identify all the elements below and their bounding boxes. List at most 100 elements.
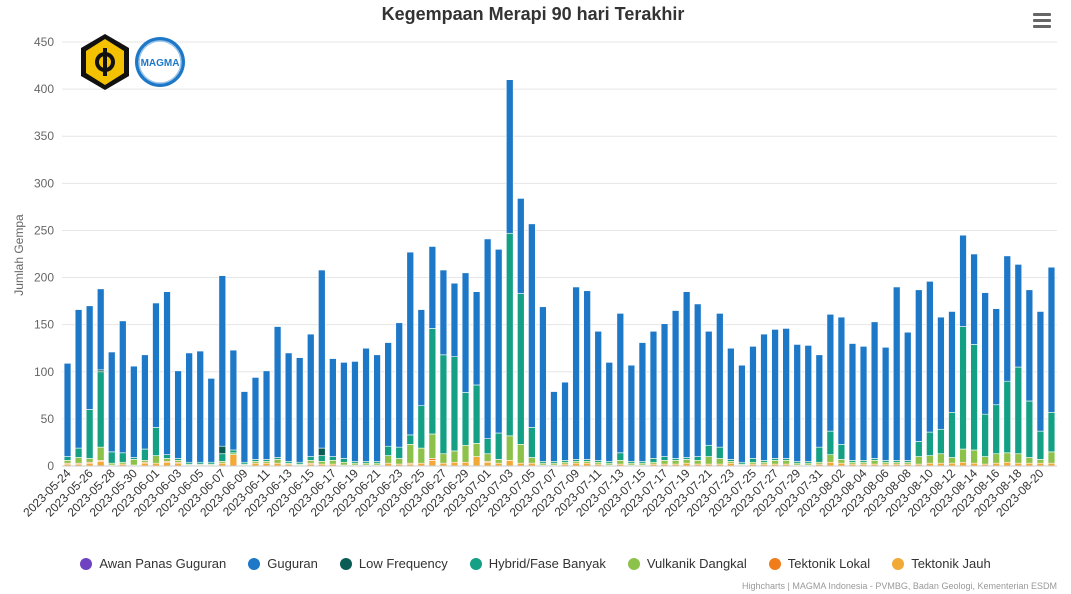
bar-group[interactable] xyxy=(859,346,868,467)
bar-group[interactable] xyxy=(638,342,647,467)
bar-group[interactable] xyxy=(848,343,857,467)
bar-segment-guguran[interactable] xyxy=(307,333,315,457)
bar-segment-guguran[interactable] xyxy=(915,289,923,442)
bar-segment-vulkanik-dangkal[interactable] xyxy=(782,460,790,465)
bar-segment-guguran[interactable] xyxy=(804,345,812,462)
bar-segment-hybrid-fase-banyak[interactable] xyxy=(74,447,83,458)
bar-segment-vulkanik-dangkal[interactable] xyxy=(472,443,481,457)
bar-segment-guguran[interactable] xyxy=(384,342,392,447)
bar-segment-guguran[interactable] xyxy=(284,352,293,462)
bar-group[interactable] xyxy=(152,302,160,467)
bar-segment-hybrid-fase-banyak[interactable] xyxy=(815,446,824,463)
bar-group[interactable] xyxy=(616,313,625,467)
bar-segment-guguran[interactable] xyxy=(506,79,514,234)
bar-segment-hybrid-fase-banyak[interactable] xyxy=(1036,430,1045,460)
bar-segment-hybrid-fase-banyak[interactable] xyxy=(716,446,724,459)
bar-segment-guguran[interactable] xyxy=(240,391,249,463)
bar-group[interactable] xyxy=(716,313,724,467)
bar-segment-low-frequency[interactable] xyxy=(218,445,227,455)
bar-segment-guguran[interactable] xyxy=(749,346,757,459)
bar-group[interactable] xyxy=(837,316,846,467)
bar-group[interactable] xyxy=(251,377,260,467)
bar-segment-guguran[interactable] xyxy=(351,361,359,462)
bar-segment-hybrid-fase-banyak[interactable] xyxy=(108,451,116,464)
bar-segment-guguran[interactable] xyxy=(1003,255,1011,382)
bar-segment-hybrid-fase-banyak[interactable] xyxy=(406,434,414,445)
bar-segment-vulkanik-dangkal[interactable] xyxy=(926,455,934,464)
bar-group[interactable] xyxy=(948,311,956,467)
bar-segment-vulkanik-dangkal[interactable] xyxy=(837,459,846,464)
bar-segment-tektonik-jauh[interactable] xyxy=(229,454,238,467)
bar-segment-guguran[interactable] xyxy=(141,354,149,450)
bar-segment-guguran[interactable] xyxy=(329,358,337,457)
bar-group[interactable] xyxy=(815,354,824,467)
bar-segment-vulkanik-dangkal[interactable] xyxy=(1014,453,1023,464)
bar-segment-guguran[interactable] xyxy=(539,306,547,462)
bar-group[interactable] xyxy=(450,282,459,467)
bar-segment-guguran[interactable] xyxy=(937,316,945,430)
bar-segment-vulkanik-dangkal[interactable] xyxy=(450,450,459,463)
bar-segment-guguran[interactable] xyxy=(318,269,326,449)
bar-group[interactable] xyxy=(85,305,94,467)
bar-segment-guguran[interactable] xyxy=(472,291,481,386)
bar-group[interactable] xyxy=(727,347,735,467)
bar-segment-vulkanik-dangkal[interactable] xyxy=(395,458,403,465)
bar-segment-hybrid-fase-banyak[interactable] xyxy=(915,441,923,457)
hamburger-menu-icon[interactable] xyxy=(1031,10,1053,30)
bar-group[interactable] xyxy=(937,316,945,467)
bar-segment-guguran[interactable] xyxy=(881,346,890,461)
bar-segment-guguran[interactable] xyxy=(793,344,801,462)
bar-segment-vulkanik-dangkal[interactable] xyxy=(1047,451,1056,464)
bar-segment-tektonik-jauh[interactable] xyxy=(450,461,459,467)
bar-segment-guguran[interactable] xyxy=(992,308,1000,406)
bar-segment-vulkanik-dangkal[interactable] xyxy=(340,461,348,466)
bar-segment-guguran[interactable] xyxy=(218,275,227,447)
bar-segment-guguran[interactable] xyxy=(627,364,636,462)
credits-text[interactable]: Highcharts | MAGMA Indonesia - PVMBG, Ba… xyxy=(742,581,1057,591)
bar-segment-guguran[interactable] xyxy=(605,362,613,462)
bar-segment-vulkanik-dangkal[interactable] xyxy=(329,460,337,465)
bar-segment-guguran[interactable] xyxy=(771,329,779,459)
bar-segment-guguran[interactable] xyxy=(727,347,735,460)
bar-segment-guguran[interactable] xyxy=(583,290,591,460)
bar-segment-hybrid-fase-banyak[interactable] xyxy=(395,446,403,459)
bar-segment-vulkanik-dangkal[interactable] xyxy=(406,444,414,464)
bar-segment-guguran[interactable] xyxy=(483,238,492,439)
bar-segment-guguran[interactable] xyxy=(262,370,271,460)
bar-segment-vulkanik-dangkal[interactable] xyxy=(528,457,536,464)
bar-segment-hybrid-fase-banyak[interactable] xyxy=(229,449,238,454)
bar-segment-vulkanik-dangkal[interactable] xyxy=(616,460,625,465)
bar-segment-hybrid-fase-banyak[interactable] xyxy=(417,405,426,449)
bar-group[interactable] xyxy=(915,289,923,467)
bar-group[interactable] xyxy=(682,291,691,467)
bar-group[interactable] xyxy=(461,272,470,467)
bar-group[interactable] xyxy=(738,364,746,467)
legend-item-tektonik-lokal[interactable]: Tektonik Lokal xyxy=(768,556,870,571)
bar-segment-guguran[interactable] xyxy=(1047,266,1056,413)
bar-segment-hybrid-fase-banyak[interactable] xyxy=(85,409,94,459)
bar-segment-tektonik-jauh[interactable] xyxy=(826,461,835,467)
bar-group[interactable] xyxy=(517,198,525,467)
bar-segment-vulkanik-dangkal[interactable] xyxy=(693,460,702,465)
bar-segment-vulkanik-dangkal[interactable] xyxy=(517,444,525,464)
bar-segment-hybrid-fase-banyak[interactable] xyxy=(693,456,702,461)
bar-segment-vulkanik-dangkal[interactable] xyxy=(96,446,105,461)
bar-segment-hybrid-fase-banyak[interactable] xyxy=(1047,411,1056,453)
bar-segment-tektonik-jauh[interactable] xyxy=(428,460,437,467)
bar-group[interactable] xyxy=(295,357,304,467)
bar-segment-guguran[interactable] xyxy=(826,314,835,432)
bar-segment-hybrid-fase-banyak[interactable] xyxy=(705,444,713,457)
bar-group[interactable] xyxy=(826,314,835,467)
legend-item-awan-panas-guguran[interactable]: Awan Panas Guguran xyxy=(80,556,226,571)
bar-segment-guguran[interactable] xyxy=(782,328,790,459)
bar-segment-guguran[interactable] xyxy=(362,347,370,462)
bar-segment-guguran[interactable] xyxy=(395,322,403,448)
bar-group[interactable] xyxy=(406,251,414,467)
bar-segment-guguran[interactable] xyxy=(1014,264,1023,368)
bar-group[interactable] xyxy=(74,309,83,467)
bar-segment-vulkanik-dangkal[interactable] xyxy=(1003,452,1011,463)
bar-group[interactable] xyxy=(395,322,403,467)
bar-segment-guguran[interactable] xyxy=(163,291,171,455)
bar-segment-hybrid-fase-banyak[interactable] xyxy=(494,432,503,460)
bar-segment-tektonik-jauh[interactable] xyxy=(461,461,470,467)
